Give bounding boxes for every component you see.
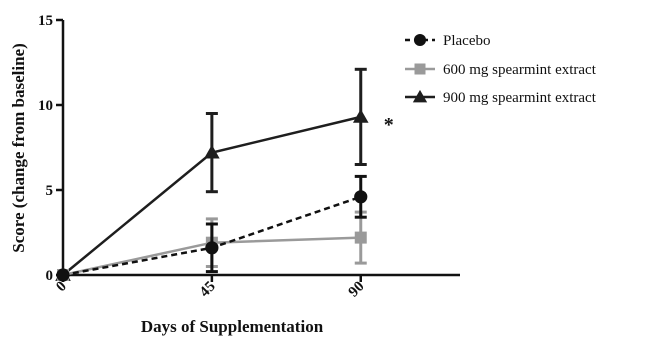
legend-marker (414, 34, 426, 46)
data-point (205, 241, 218, 254)
data-point (355, 232, 367, 244)
data-point (56, 268, 69, 281)
legend-item: 600 mg spearmint extract (405, 62, 597, 78)
y-axis-title: Score (change from baseline) (9, 43, 28, 252)
x-ticks: 0 45 90 (53, 275, 367, 300)
legend: Placebo 600 mg spearmint extract 900 mg sp… (405, 33, 597, 106)
y-tick-label: 5 (46, 183, 54, 199)
data-point (354, 190, 367, 203)
series-layer (55, 69, 368, 281)
axes (63, 20, 460, 275)
legend-label: 900 mg spearmint extract (443, 90, 597, 106)
significance-annotation: * (384, 114, 394, 136)
x-tick-label: 45 (197, 279, 219, 301)
y-ticks: 0 5 10 15 (38, 13, 63, 284)
legend-label: 600 mg spearmint extract (443, 62, 597, 78)
y-tick-label: 15 (38, 13, 53, 29)
data-point (353, 109, 369, 123)
legend-item: Placebo (405, 33, 490, 49)
legend-marker (415, 64, 426, 75)
legend-item: 900 mg spearmint extract (405, 90, 597, 106)
legend-label: Placebo (443, 33, 490, 49)
x-tick-label: 90 (346, 279, 368, 301)
y-tick-label: 0 (46, 268, 54, 284)
y-tick-label: 10 (38, 98, 53, 114)
x-axis-title: Days of Supplementation (141, 317, 324, 336)
